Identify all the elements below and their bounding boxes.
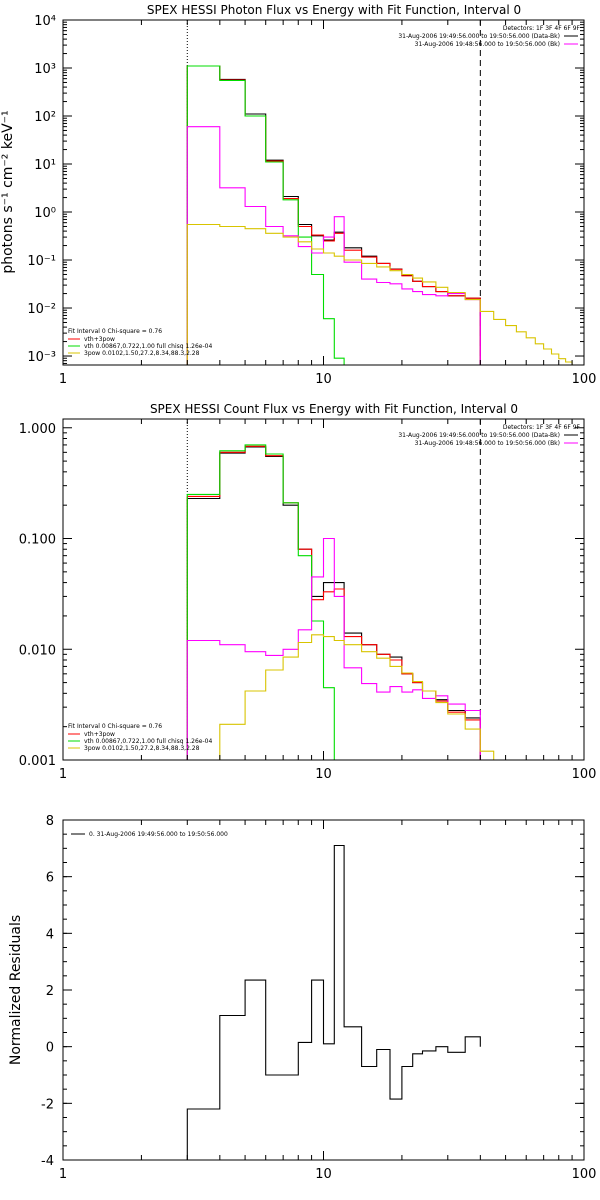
y-tick-label: 2 [46,984,54,999]
series-step-line [186,444,345,761]
y-tick-label: 10² [34,110,56,125]
x-tick-label: 100 [572,1167,597,1182]
y-tick-label: -4 [41,1154,54,1169]
y-tick-label: 0.001 [19,754,56,769]
y-tick-label: 10⁻¹ [27,254,56,269]
series-step-line [186,65,345,365]
x-tick-label: 10 [315,372,332,387]
y-tick-label: 10¹ [34,158,56,173]
panel2-legend-3pow: 3pow 0.0102,1.50,27.2,8.34,88.3,2.28 [84,745,200,752]
panel1-plot [186,20,584,366]
panel-photon-flux: SPEX HESSI Photon Flux vs Energy with Fi… [0,3,596,387]
panel1-legend-vthpow: vth+3pow [84,336,115,343]
panel2-legend-fit: Fit Interval 0 Chi-square = 0.76 [68,723,162,730]
panel1-legend-fit: Fit Interval 0 Chi-square = 0.76 [68,328,162,335]
y-tick-label: 0 [46,1041,54,1056]
y-tick-label: 10⁰ [34,206,56,221]
x-tick-label: 1 [59,1167,67,1182]
y-tick-label: 10⁴ [34,14,56,29]
panel3-axes: 1 10 100 -4 -2 0 2 4 6 8 [41,814,596,1182]
y-tick-label: -2 [41,1097,54,1112]
x-tick-label: 10 [315,1167,332,1182]
panel3-plot [186,844,481,1160]
x-tick-label: 100 [572,767,597,782]
panel2-legend-detectors: Detectors: 1F 3F 4F 6F 9F [503,424,581,431]
panel3-ylabel: Normalized Residuals [8,915,24,1065]
y-tick-label: 8 [46,814,54,829]
y-tick-label: 6 [46,871,54,886]
panel-count-flux: SPEX HESSI Count Flux vs Energy with Fit… [19,402,597,782]
panel1-legend-detectors: Detectors: 1F 3F 4F 6F 9F [503,25,581,32]
y-tick-label: 4 [46,927,54,942]
x-tick-label: 1 [59,372,67,387]
panel2-legend-vthpow: vth+3pow [84,731,115,738]
y-tick-label: 10³ [34,62,56,77]
y-tick-label: 1.000 [19,422,56,437]
panel1-legend-3pow: 3pow 0.0102,1.50,27.2,8.34,88.3,2.28 [84,350,200,357]
x-tick-label: 1 [59,767,67,782]
panel1-axes: 1 10 100 10⁻³ 10⁻² 10⁻¹ 10⁰ 10¹ 10² 10³ 10⁴ [27,14,596,387]
series-step-line [186,126,481,365]
series-step-line [187,634,495,761]
x-tick-label: 10 [315,767,332,782]
y-tick-label: 0.100 [19,533,56,548]
y-tick-label: 10⁻² [27,302,56,317]
panel2-title: SPEX HESSI Count Flux vs Energy with Fit… [150,402,518,416]
y-tick-label: 0.010 [19,643,56,658]
panel2-legend-bk: 31-Aug-2006 19:48:56.000 to 19:50:56.000… [415,440,560,447]
panel1-legend-vth: vth 0.00867,0.722,1.00 full chisq 1.26e-… [84,343,212,350]
panel-residuals: 1 10 100 -4 -2 0 2 4 6 8 Normalized Residuals 0. … [8,814,596,1182]
panel2-legend-vth: vth 0.00867,0.722,1.00 full chisq 1.26e-… [84,738,212,745]
panel1-title: SPEX HESSI Photon Flux vs Energy with Fi… [147,3,521,17]
panel1-ylabel: photons s⁻¹ cm⁻² keV⁻¹ [0,110,16,273]
panel1-legend-databk: 31-Aug-2006 19:49:56.000 to 19:50:56.000… [398,33,560,40]
panel2-axes: 1 10 100 0.001 0.010 0.100 1.000 [19,419,597,782]
x-tick-label: 100 [572,372,597,387]
panel3-legend: 0. 31-Aug-2006 19:49:56.000 to 19:50:56.… [89,831,228,838]
panel2-plot [186,419,495,761]
panel2-legend-databk: 31-Aug-2006 19:49:56.000 to 19:50:56.000… [398,432,560,439]
series-step-line [186,223,584,366]
panel1-legend-bk: 31-Aug-2006 19:48:56.000 to 19:50:56.000… [415,41,560,48]
y-tick-label: 10⁻³ [27,350,56,365]
series-step-line [186,844,481,1160]
